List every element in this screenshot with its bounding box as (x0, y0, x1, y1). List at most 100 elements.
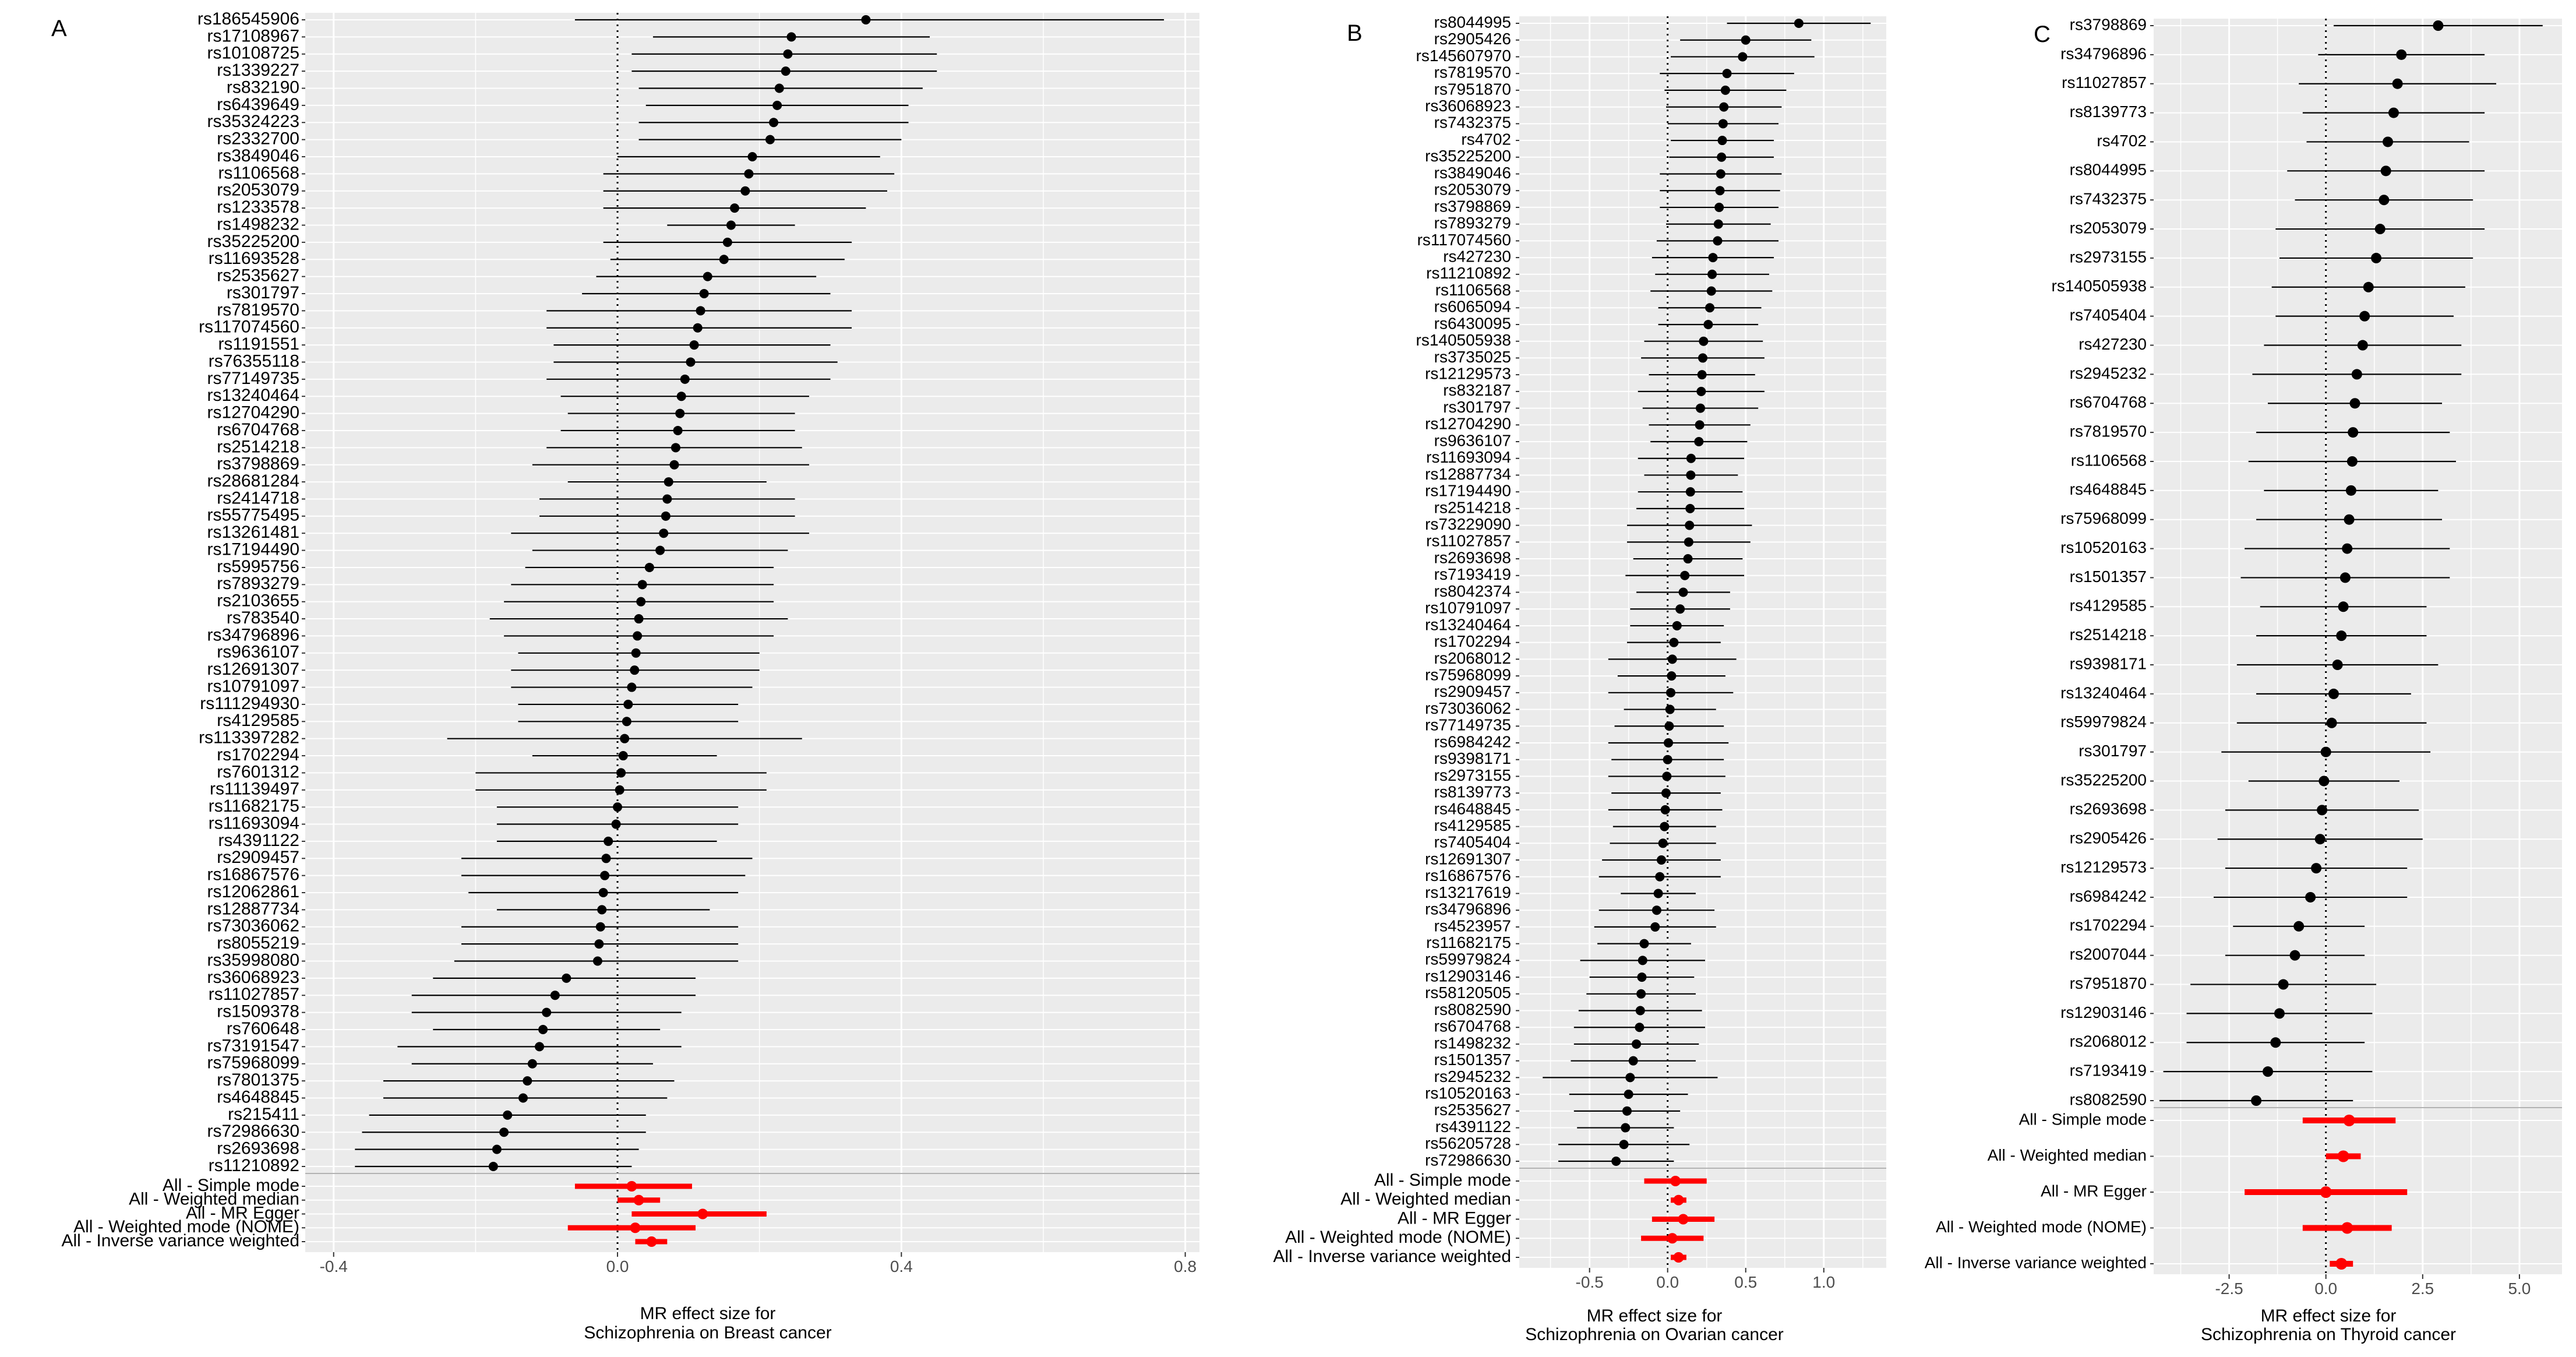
snp-row (2256, 630, 2427, 642)
snp-row (2256, 514, 2443, 525)
snp-estimate-point (598, 888, 608, 898)
snp-estimate-point (1717, 136, 1727, 146)
x-axis-title-line: Schizophrenia on Breast cancer (584, 1323, 831, 1342)
snp-label: rs2535627 (1434, 1101, 1511, 1119)
summary-row (617, 1194, 661, 1206)
snp-row (1630, 621, 1724, 630)
snp-row (511, 580, 774, 590)
snp-label: rs1498232 (217, 214, 299, 234)
snp-row (2221, 746, 2431, 757)
snp-row (411, 991, 696, 1000)
snp-estimate-point (730, 203, 740, 213)
snp-estimate-point (2305, 891, 2316, 903)
snp-row (1669, 152, 1774, 162)
snp-row (397, 1042, 682, 1052)
snp-estimate-point (689, 340, 699, 350)
snp-label: rs4523957 (1434, 917, 1511, 935)
snp-row (1573, 1023, 1706, 1032)
summary-row (2302, 1115, 2396, 1126)
snp-estimate-point (1714, 202, 1724, 212)
snp-row (1611, 788, 1721, 798)
snp-label: rs7893279 (217, 574, 299, 593)
snp-row (1589, 972, 1695, 982)
snp-estimate-point (1658, 838, 1668, 848)
snp-label: rs2514218 (2070, 626, 2147, 644)
x-tick-label: 0.0 (606, 1257, 629, 1275)
snp-row (638, 118, 909, 128)
snp-label: rs7193419 (2070, 1062, 2147, 1080)
snp-estimate-point (1660, 822, 1670, 831)
snp-label: rs12903146 (2060, 1003, 2147, 1021)
snp-estimate-point (1686, 453, 1696, 463)
snp-estimate-point (2380, 165, 2391, 177)
snp-row (2159, 1095, 2353, 1106)
snp-estimate-point (1672, 621, 1682, 630)
summary-row (1671, 1252, 1686, 1263)
snp-row (1571, 1056, 1696, 1066)
snp-row (1650, 437, 1748, 447)
snp-estimate-point (634, 614, 644, 624)
snp-row (1664, 85, 1787, 95)
panel-c: rs3798869 rs34796896 rs11027857 rs8139773 rs… (1925, 15, 2562, 1344)
snp-label: rs72986630 (207, 1122, 299, 1141)
x-tick-label: 0.0 (2314, 1280, 2337, 1298)
snp-estimate-point (1660, 805, 1670, 815)
snp-estimate-point (2388, 107, 2399, 118)
panel-label: A (51, 16, 67, 41)
snp-estimate-point (1637, 972, 1647, 982)
snp-row (2248, 456, 2456, 467)
snp-row (567, 477, 767, 487)
snp-row (1594, 922, 1716, 932)
summary-estimate-point (2335, 1258, 2348, 1270)
snp-label: rs10520163 (1425, 1084, 1511, 1102)
snp-row (1660, 69, 1794, 79)
snp-estimate-point (1697, 370, 1707, 380)
x-axis-title: MR effect size for Schizophrenia on Thyro… (2201, 1306, 2456, 1344)
snp-row (496, 905, 710, 915)
snp-row (2302, 107, 2485, 118)
snp-label: rs7893279 (1434, 214, 1511, 232)
snp-row (1666, 102, 1782, 112)
snp-label: rs1106568 (1435, 281, 1511, 299)
snp-estimate-point (2317, 805, 2328, 816)
summary-label: All - Inverse variance weighted (1925, 1253, 2147, 1271)
snp-label: rs2007044 (2070, 945, 2147, 963)
snp-label: rs8044995 (1434, 13, 1511, 31)
summary-label: All - Simple mode (2019, 1110, 2147, 1128)
snp-label: rs117074560 (1417, 231, 1511, 249)
snp-row (447, 734, 802, 743)
snp-label: rs75968099 (2060, 509, 2147, 527)
snp-label: rs9398171 (2070, 654, 2147, 672)
snp-row (2186, 1037, 2365, 1048)
snp-estimate-point (661, 511, 671, 521)
snp-row (1649, 420, 1751, 430)
x-axis-title-line: MR effect size for (640, 1304, 776, 1323)
snp-label: rs2053079 (217, 181, 299, 200)
snp-row (1617, 671, 1725, 681)
snp-estimate-point (1738, 52, 1748, 62)
snp-label: rs6704768 (217, 420, 299, 439)
snp-estimate-point (1624, 1090, 1633, 1099)
snp-estimate-point (1625, 1073, 1635, 1083)
snp-row (496, 836, 717, 846)
snp-label: rs17194490 (207, 540, 299, 559)
snp-label: rs4391122 (1435, 1118, 1511, 1136)
snp-estimate-point (2363, 281, 2374, 292)
x-tick-label: 0.0 (1656, 1273, 1679, 1291)
snp-label: rs140505938 (2052, 277, 2147, 295)
snp-estimate-point (616, 768, 626, 778)
snp-label: rs427230 (2079, 335, 2147, 353)
snp-row (1671, 136, 1774, 146)
snp-estimate-point (542, 1007, 552, 1017)
snp-estimate-point (1639, 939, 1649, 949)
summary-row (567, 1222, 696, 1233)
snp-row (1558, 1140, 1690, 1150)
x-axis-title: MR effect size for Schizophrenia on Breas… (584, 1304, 831, 1342)
snp-label: rs7432375 (1434, 114, 1511, 132)
snp-label: rs8139773 (2070, 103, 2147, 121)
snp-label: rs8044995 (2070, 161, 2147, 179)
snp-row (1667, 119, 1779, 129)
snp-row (1655, 269, 1769, 279)
snp-estimate-point (1713, 236, 1723, 246)
snp-label: rs6065094 (1434, 298, 1511, 316)
